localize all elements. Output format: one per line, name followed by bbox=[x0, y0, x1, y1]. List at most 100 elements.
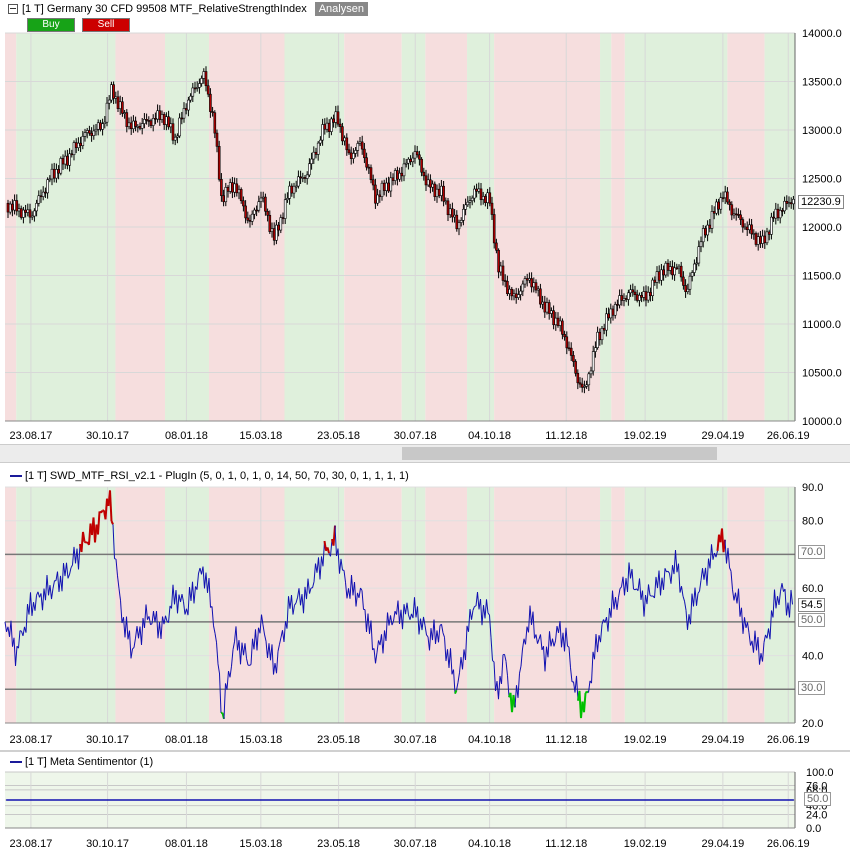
candle-body bbox=[649, 291, 652, 297]
candle-body bbox=[697, 246, 701, 264]
rsi-line-segment bbox=[778, 591, 781, 605]
rsi-chart: 90.0 80.0 70.0 60.0 50.0 40.0 30.0 20.0 23.08.17… bbox=[4, 482, 823, 746]
rsi-line-segment bbox=[292, 605, 295, 615]
rsi-line-segment bbox=[168, 605, 171, 623]
candle-body bbox=[677, 265, 681, 269]
scrollbar-thumb[interactable] bbox=[402, 447, 717, 460]
candle-body bbox=[198, 83, 201, 88]
rsi-line-segment bbox=[535, 634, 538, 644]
rsi-line-segment bbox=[45, 575, 48, 601]
sentimentor-x-tick-label: 15.03.18 bbox=[239, 838, 282, 850]
sentimentor-x-tick-label: 26.06.19 bbox=[767, 838, 810, 850]
candle-body bbox=[706, 224, 709, 236]
rsi-line-segment bbox=[85, 541, 88, 544]
candle-body bbox=[717, 201, 720, 210]
rsi-line-segment bbox=[487, 612, 490, 616]
candle-body bbox=[530, 278, 533, 288]
candle-body bbox=[523, 278, 527, 285]
candle-body bbox=[444, 200, 448, 203]
rsi-line-segment bbox=[471, 610, 474, 620]
analysen-button[interactable]: Analysen bbox=[314, 2, 368, 16]
rsi-x-tick-label: 15.03.18 bbox=[239, 734, 282, 746]
rsi-line-segment bbox=[784, 588, 787, 616]
candle-body bbox=[734, 213, 738, 216]
candle-body bbox=[488, 192, 492, 204]
rsi-zone-bear bbox=[727, 487, 765, 723]
rsi-line-segment bbox=[250, 638, 253, 665]
rsi-line-segment bbox=[235, 626, 238, 651]
candle-body bbox=[358, 141, 362, 144]
candle-body bbox=[156, 110, 159, 120]
candle-body bbox=[561, 320, 564, 335]
candle-body bbox=[365, 157, 368, 168]
candle-body bbox=[277, 224, 280, 231]
sentimentor-chart: 100.076.068.050.040.024.00.023.08.1730.1… bbox=[5, 767, 834, 850]
rsi-line-segment bbox=[442, 632, 445, 638]
candle-body bbox=[303, 177, 307, 179]
candle-body bbox=[81, 136, 85, 146]
rsi-line-segment bbox=[187, 587, 190, 616]
candle-body bbox=[206, 85, 210, 95]
rsi-zone-bull bbox=[600, 487, 612, 723]
candle-body bbox=[497, 249, 500, 273]
candle-body bbox=[222, 195, 225, 203]
rsi-line-segment bbox=[456, 682, 459, 691]
rsi-line-segment bbox=[673, 550, 676, 575]
candle-body bbox=[325, 122, 329, 130]
rsi-line-segment bbox=[126, 616, 129, 640]
rsi-line-segment bbox=[208, 577, 211, 608]
rsi-line-segment bbox=[141, 618, 144, 645]
rsi-line-segment bbox=[313, 563, 316, 582]
candle-body bbox=[61, 158, 65, 165]
candle-body bbox=[83, 132, 87, 137]
rsi-x-tick-label: 23.05.18 bbox=[317, 734, 360, 746]
candle-body bbox=[503, 280, 507, 282]
candle-body bbox=[143, 119, 146, 124]
candle-body bbox=[107, 99, 111, 104]
rsi-line-segment bbox=[367, 613, 370, 634]
sell-button[interactable]: Sell bbox=[82, 18, 130, 32]
candle-body bbox=[660, 269, 663, 281]
rsi-line-segment bbox=[217, 663, 220, 674]
candle-body bbox=[369, 167, 373, 181]
rsi-line-segment bbox=[214, 633, 217, 643]
candle-body bbox=[158, 110, 162, 120]
time-scrollbar[interactable] bbox=[0, 444, 850, 463]
candle-body bbox=[125, 112, 129, 127]
candle-body bbox=[385, 182, 388, 191]
candle-body bbox=[442, 185, 445, 202]
rsi-line-segment bbox=[619, 586, 622, 589]
rsi-line-segment bbox=[412, 597, 415, 619]
collapse-icon[interactable] bbox=[8, 4, 18, 14]
candle-body bbox=[332, 118, 335, 123]
rsi-line-segment bbox=[177, 594, 180, 614]
buy-button[interactable]: Buy bbox=[27, 18, 75, 32]
candle-body bbox=[554, 317, 558, 326]
candle-body bbox=[407, 158, 410, 164]
sentimentor-panel-title: [1 T] Meta Sentimentor (1) bbox=[25, 756, 154, 768]
rsi-line-segment bbox=[462, 649, 465, 670]
candle-body bbox=[266, 210, 269, 216]
rsi-line-segment bbox=[226, 671, 229, 690]
candle-body bbox=[255, 209, 258, 212]
candle-body bbox=[321, 124, 324, 141]
price-x-tick-label: 30.07.18 bbox=[394, 430, 437, 442]
candle-body bbox=[646, 291, 650, 301]
panel-divider[interactable] bbox=[0, 750, 850, 752]
rsi-line-segment bbox=[181, 594, 184, 602]
rsi-y-tick-label: 90.0 bbox=[802, 482, 823, 494]
price-x-tick-label: 04.10.18 bbox=[468, 430, 511, 442]
candle-body bbox=[72, 142, 76, 155]
price-x-tick-label: 30.10.17 bbox=[86, 430, 129, 442]
rsi-line-segment bbox=[457, 672, 460, 683]
candle-body bbox=[415, 151, 419, 156]
rsi-line-segment bbox=[172, 584, 175, 605]
sentimentor-panel: [1 T] Meta Sentimentor (1) 100.0 76.0 68.0… bbox=[0, 752, 850, 850]
rsi-line-segment bbox=[219, 673, 222, 713]
candle-body bbox=[24, 209, 27, 213]
rsi-zone-bear bbox=[344, 487, 402, 723]
candle-body bbox=[228, 182, 232, 192]
candle-body bbox=[464, 204, 467, 210]
candle-body bbox=[413, 151, 417, 159]
candle-body bbox=[633, 291, 637, 295]
